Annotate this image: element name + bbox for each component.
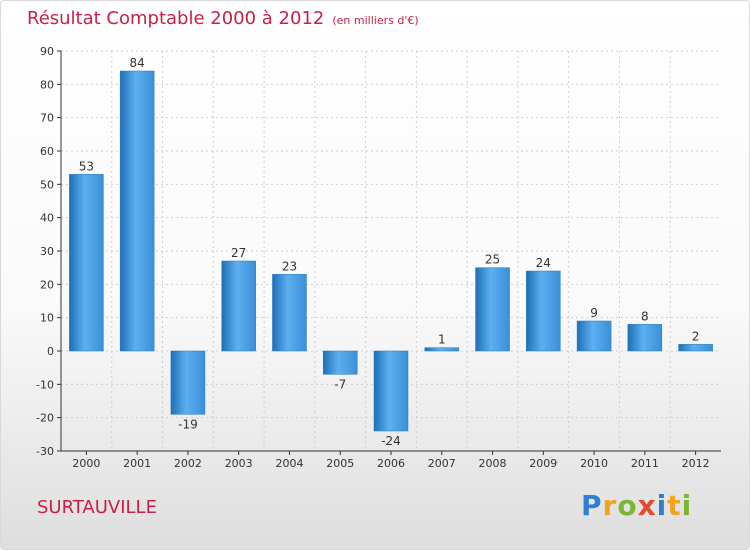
data-label: 84 xyxy=(130,56,145,70)
x-tick-label: 2006 xyxy=(377,457,405,470)
x-tick-label: 2005 xyxy=(326,457,354,470)
data-label: 24 xyxy=(536,256,551,270)
bar xyxy=(119,70,155,352)
logo-letter: t xyxy=(667,489,682,522)
bar xyxy=(576,320,612,352)
bar xyxy=(475,267,510,352)
x-tick-label: 2000 xyxy=(72,457,100,470)
bar xyxy=(272,274,307,352)
y-tick-label: 10 xyxy=(40,312,54,325)
y-tick-label: -30 xyxy=(36,445,54,458)
x-tick-label: 2001 xyxy=(123,457,151,470)
data-label: -24 xyxy=(381,434,401,448)
commune-name: SURTAUVILLE xyxy=(37,497,157,518)
y-tick-label: 30 xyxy=(40,245,54,258)
logo-letter: P xyxy=(581,489,603,522)
bar xyxy=(322,350,358,375)
x-tick-label: 2010 xyxy=(580,457,608,470)
y-tick-label: 40 xyxy=(40,212,54,225)
data-label: 8 xyxy=(641,309,649,323)
y-tick-label: 50 xyxy=(40,178,54,191)
bar xyxy=(424,347,460,352)
x-tick-label: 2008 xyxy=(479,457,507,470)
bar xyxy=(526,270,561,352)
data-label: -7 xyxy=(334,377,346,391)
x-tick-label: 2004 xyxy=(275,457,303,470)
bar xyxy=(221,260,256,352)
bar xyxy=(69,174,104,352)
bar xyxy=(627,324,663,352)
data-label: 25 xyxy=(485,253,500,267)
logo-letter: x xyxy=(637,489,657,522)
data-label: 27 xyxy=(231,246,246,260)
x-tick-label: 2002 xyxy=(174,457,202,470)
y-tick-label: 70 xyxy=(40,112,54,125)
x-tick-label: 2003 xyxy=(225,457,253,470)
data-label: 1 xyxy=(438,333,446,347)
x-tick-label: 2011 xyxy=(631,457,659,470)
logo-letter: o xyxy=(617,489,638,522)
y-tick-label: 80 xyxy=(40,78,54,91)
logo-letter: i xyxy=(656,489,668,522)
chart-title: Résultat Comptable 2000 à 2012 (en millie… xyxy=(27,8,419,29)
data-label: 9 xyxy=(590,306,598,320)
data-label: 23 xyxy=(282,259,297,273)
y-tick-label: 60 xyxy=(40,145,54,158)
y-tick-label: -20 xyxy=(36,412,54,425)
bar xyxy=(373,350,409,432)
y-tick-label: 0 xyxy=(47,345,54,358)
data-label: 53 xyxy=(79,159,94,173)
x-tick-label: 2012 xyxy=(682,457,710,470)
logo-letter: i xyxy=(681,489,693,522)
bar xyxy=(170,350,206,415)
chart-subtitle: (en milliers d'€) xyxy=(332,14,419,27)
chart-title-text: Résultat Comptable 2000 à 2012 xyxy=(27,8,325,29)
y-tick-label: 90 xyxy=(40,45,54,58)
data-label: 2 xyxy=(692,329,700,343)
proxiti-logo[interactable]: Proxiti xyxy=(581,489,692,522)
y-tick-label: -10 xyxy=(36,378,54,391)
bar xyxy=(678,344,713,352)
data-label: -19 xyxy=(178,417,198,431)
x-tick-label: 2007 xyxy=(428,457,456,470)
y-tick-label: 20 xyxy=(40,278,54,291)
logo-letter: r xyxy=(602,489,618,522)
x-tick-label: 2009 xyxy=(529,457,557,470)
